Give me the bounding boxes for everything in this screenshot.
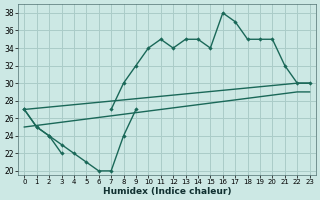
X-axis label: Humidex (Indice chaleur): Humidex (Indice chaleur) (103, 187, 231, 196)
